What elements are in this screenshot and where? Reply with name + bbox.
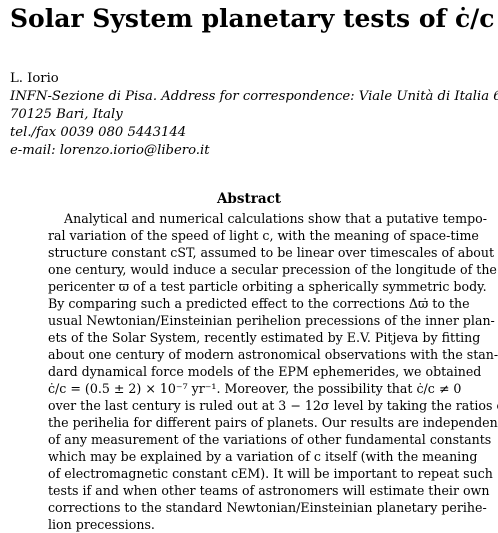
abstract-line: pericenter ϖ of a test particle orbiting… xyxy=(48,279,487,295)
abstract-line: of electromagnetic constant cEM). It wil… xyxy=(48,466,493,482)
abstract-line: of any measurement of the variations of … xyxy=(48,432,492,448)
abstract-line: lion precessions. xyxy=(48,517,155,533)
abstract-line: one century, would induce a secular prec… xyxy=(48,262,497,278)
abstract-line: over the last century is ruled out at 3 … xyxy=(48,398,498,414)
affiliation-line: INFN-Sezione di Pisa. Address for corres… xyxy=(10,89,498,104)
phone-line: tel./fax 0039 080 5443144 xyxy=(10,125,187,140)
abstract-line: Analytical and numerical calculations sh… xyxy=(64,211,487,226)
address-line: 70125 Bari, Italy xyxy=(10,107,123,122)
paper-title: Solar System planetary tests of ċ/c xyxy=(10,4,495,33)
abstract-line: ets of the Solar System, recently estima… xyxy=(48,330,481,346)
abstract-line: about one century of modern astronomical… xyxy=(48,347,498,363)
abstract-line: ċ/c = (0.5 ± 2) × 10⁻⁷ yr⁻¹. Moreover, t… xyxy=(48,381,462,397)
abstract-line: tests if and when other teams of astrono… xyxy=(48,483,490,499)
abstract-body: Analytical and numerical calculations sh… xyxy=(48,210,498,533)
abstract-line: corrections to the standard Newtonian/Ei… xyxy=(48,500,487,516)
author-block: L. Iorio INFN-Sezione di Pisa. Address f… xyxy=(10,70,498,160)
abstract-line: the perihelia for different pairs of pla… xyxy=(48,415,498,431)
email-line: e-mail: lorenzo.iorio@libero.it xyxy=(10,143,210,158)
abstract-line: which may be explained by a variation of… xyxy=(48,449,478,465)
abstract-heading: Abstract xyxy=(216,191,282,207)
abstract-line: ral variation of the speed of light c, w… xyxy=(48,228,479,244)
abstract-line: usual Newtonian/Einsteinian perihelion p… xyxy=(48,313,495,329)
abstract-line: structure constant cST, assumed to be li… xyxy=(48,245,495,261)
author-name: L. Iorio xyxy=(10,71,59,86)
abstract-line: By comparing such a predicted effect to … xyxy=(48,296,470,312)
abstract-line: dard dynamical force models of the EPM e… xyxy=(48,364,482,380)
